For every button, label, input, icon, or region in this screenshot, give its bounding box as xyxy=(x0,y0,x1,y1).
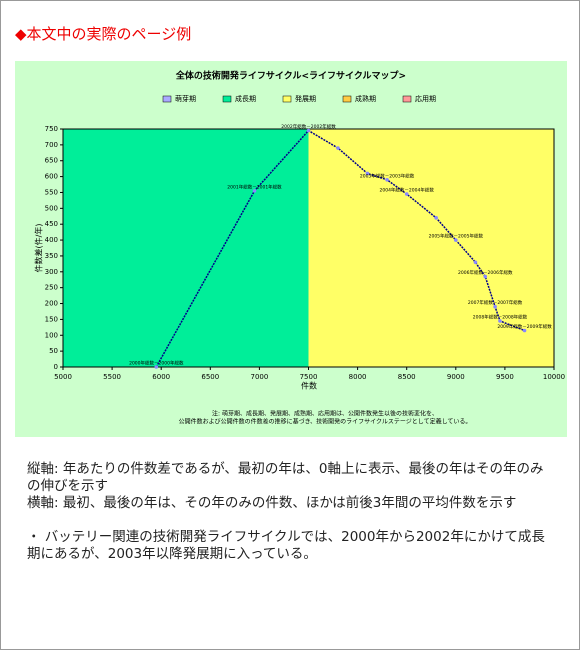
chart: 全体の技術開発ライフサイクル<ライフサイクルマップ> 件数差(件/年) 件数 注… xyxy=(15,61,567,437)
y-tick-label: 550 xyxy=(45,188,58,196)
y-tick-label: 50 xyxy=(49,347,58,355)
x-tick-label: 6500 xyxy=(201,373,219,381)
legend-swatch xyxy=(222,95,232,103)
point xyxy=(483,274,488,279)
x-tick-label: 10000 xyxy=(543,373,565,381)
x-tick-label: 5000 xyxy=(54,373,72,381)
y-tick-label: 150 xyxy=(45,315,58,323)
x-tick-label: 6000 xyxy=(152,373,170,381)
point xyxy=(252,189,257,193)
legend-swatch xyxy=(342,95,352,103)
x-tick-label: 8500 xyxy=(398,373,416,381)
y-tick-label: 100 xyxy=(45,331,58,339)
y-tick-label: 700 xyxy=(45,141,58,149)
legend-label: 萌芽期 xyxy=(175,94,196,103)
y-tick-label: 650 xyxy=(45,157,58,165)
paragraph: ・ バッテリー関連の技術開発ライフサイクルでは、2000年から2002年にかけて… xyxy=(27,529,545,562)
point-label: 2007年総数－2007年総数 xyxy=(468,299,523,306)
point-label: 2009年総数－2009年総数 xyxy=(497,323,552,330)
point xyxy=(385,177,389,182)
point-label: 2004年総数－2004年総数 xyxy=(379,187,434,194)
y-tick-label: 250 xyxy=(45,284,58,292)
legend-swatch xyxy=(402,95,412,103)
phase-region xyxy=(63,129,309,367)
x-tick-label: 5500 xyxy=(103,373,121,381)
page-title: ◆本文中の実際のページ例 xyxy=(15,25,192,43)
paragraph: 横軸: 最初、最後の年は、その年のみの件数、ほかは前後3年間の平均件数を示す xyxy=(27,495,517,511)
y-tick-label: 750 xyxy=(45,125,58,133)
legend-swatch xyxy=(162,95,172,103)
note: 公開件数および公開件数の件数差の推移に基づき、技術開発のライフサイクルステージと… xyxy=(179,418,472,426)
x-tick-label: 9000 xyxy=(447,373,465,381)
chart-title: 全体の技術開発ライフサイクル<ライフサイクルマップ> xyxy=(175,70,406,82)
x-tick-label: 7500 xyxy=(300,373,318,381)
point xyxy=(306,128,311,133)
x-axis-label: 件数 xyxy=(301,381,317,391)
legend-label: 発展期 xyxy=(295,94,316,103)
point-label: 2002年総数－2002年総数 xyxy=(281,123,336,130)
x-tick-label: 7000 xyxy=(250,373,268,381)
y-tick-label: 350 xyxy=(45,252,58,260)
point-label: 2008年総数－2008年総数 xyxy=(473,313,528,320)
point-label: 2001年総数－2001年総数 xyxy=(227,183,282,190)
x-tick-label: 9500 xyxy=(496,373,514,381)
point xyxy=(522,328,527,333)
point xyxy=(404,192,409,196)
point xyxy=(154,365,159,369)
point xyxy=(434,216,438,220)
legend-label: 成熟期 xyxy=(355,94,376,103)
legend-label: 応用期 xyxy=(415,94,436,103)
point xyxy=(473,260,478,265)
point-label: 2006年総数－2006年総数 xyxy=(458,269,513,276)
y-tick-label: 0 xyxy=(54,363,58,371)
series-line xyxy=(155,129,525,368)
y-tick-label: 450 xyxy=(45,220,58,228)
x-tick-label: 8000 xyxy=(349,373,367,381)
y-axis-label: 件数差(件/年) xyxy=(34,224,44,273)
note: 注: 萌芽期、成長期、発展期、成熟期、応用期は、公開件数発生以後の技術変化を、 xyxy=(212,410,438,418)
point-label: 2003年総数－2003年総数 xyxy=(360,172,415,179)
y-tick-label: 500 xyxy=(45,204,58,212)
point xyxy=(336,146,340,150)
body-text: 縦軸: 年あたりの件数差であるが、最初の年は、0軸上に表示、最後の年はその年のみ… xyxy=(27,461,547,563)
phase-region xyxy=(308,129,554,367)
point-label: 2000年総数－2000年総数 xyxy=(129,360,184,367)
legend-label: 成長期 xyxy=(235,94,256,103)
y-tick-label: 600 xyxy=(45,173,58,181)
point xyxy=(498,319,502,323)
point-label: 2005年総数－2005年総数 xyxy=(429,233,484,240)
point xyxy=(454,238,458,242)
y-tick-label: 200 xyxy=(45,300,58,308)
point xyxy=(365,171,370,176)
y-tick-label: 300 xyxy=(45,268,58,276)
legend-swatch xyxy=(282,95,292,103)
paragraph: 縦軸: 年あたりの件数差であるが、最初の年は、0軸上に表示、最後の年はその年のみ… xyxy=(27,461,544,494)
point xyxy=(493,304,497,309)
y-tick-label: 400 xyxy=(45,236,58,244)
